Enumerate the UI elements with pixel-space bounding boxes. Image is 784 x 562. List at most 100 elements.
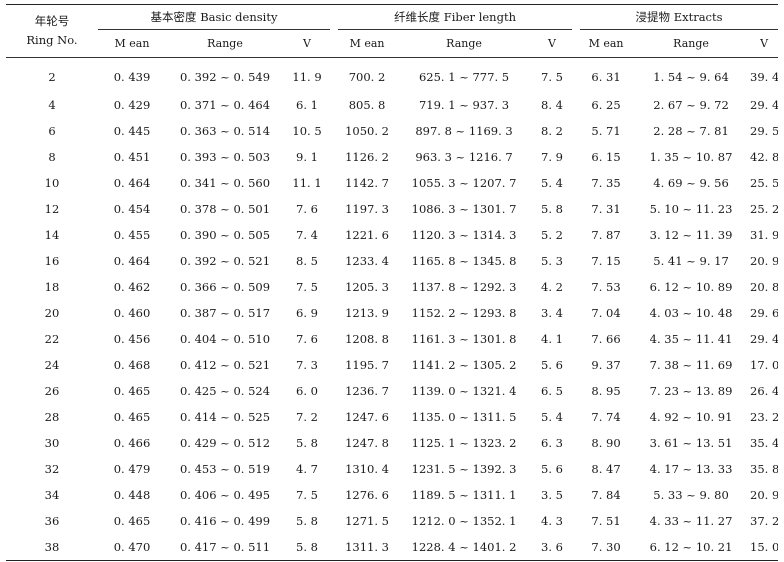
- fl-v-cell: 8. 4: [541, 98, 563, 112]
- table-row: 36 0. 465 0. 416 ~ 0. 499 5. 8 1271. 5 1212. …: [6, 508, 778, 534]
- ex-mean-cell: 7. 15: [591, 254, 621, 268]
- fl-range-cell: 1189. 5 ~ 1311. 1: [411, 488, 517, 502]
- ex-v-cell: 29. 6: [750, 306, 779, 320]
- ex-range-cell: 4. 33 ~ 11. 27: [649, 514, 733, 528]
- ring-header-cn: 年轮号: [34, 14, 70, 28]
- ex-range-cell: 3. 61 ~ 13. 51: [649, 436, 733, 450]
- bd-v-cell: 4. 7: [296, 462, 318, 476]
- fl-v-cell: 5. 4: [541, 176, 563, 190]
- bd-mean-cell: 0. 479: [113, 462, 151, 476]
- table-row: 6 0. 445 0. 363 ~ 0. 514 10. 5 1050. 2 897. 8…: [6, 118, 778, 144]
- ex-mean-cell: 7. 30: [580, 534, 633, 561]
- ex-mean-cell: 7. 66: [591, 332, 621, 346]
- table-row: 30 0. 466 0. 429 ~ 0. 512 5. 8 1247. 8 1125. …: [6, 430, 778, 456]
- ring-cell: 20: [44, 306, 60, 320]
- ex-mean-cell: 7. 31: [591, 202, 621, 216]
- fl-mean-cell: 805. 8: [348, 98, 386, 112]
- bd-v-cell: 7. 4: [296, 228, 318, 242]
- bd-mean-cell: 0. 448: [113, 488, 151, 502]
- ex-range-cell: 6. 12 ~ 10. 89: [649, 280, 733, 294]
- bd-range-cell: 0. 378 ~ 0. 501: [179, 202, 271, 216]
- ex-range-cell: 1. 35 ~ 10. 87: [649, 150, 733, 164]
- table-row: 10 0. 464 0. 341 ~ 0. 560 11. 1 1142. 7 1055.…: [6, 170, 778, 196]
- bd-mean-cell: 0. 468: [113, 358, 151, 372]
- fl-range-cell: 1141. 2 ~ 1305. 2: [411, 358, 517, 372]
- fl-range-cell: 1161. 3 ~ 1301. 8: [411, 332, 517, 346]
- fl-range-cell: 1152. 2 ~ 1293. 8: [411, 306, 517, 320]
- bd-range-cell: 0. 371 ~ 0. 464: [179, 98, 271, 112]
- bd-v-cell: 11. 1: [292, 176, 322, 190]
- fl-range-cell: 1086. 3 ~ 1301. 7: [411, 202, 517, 216]
- ex-v-header: V: [750, 29, 779, 58]
- ring-cell: 6: [48, 124, 56, 138]
- bd-range-cell: 0. 363 ~ 0. 514: [179, 124, 271, 138]
- fl-range-cell: 1231. 5 ~ 1392. 3: [411, 462, 517, 476]
- ring-cell: 16: [44, 254, 60, 268]
- fl-v-cell: 3. 5: [541, 488, 563, 502]
- bd-range-cell: 0. 412 ~ 0. 521: [179, 358, 271, 372]
- bd-mean-cell: 0. 456: [113, 332, 151, 346]
- bd-range-cell: 0. 387 ~ 0. 517: [179, 306, 271, 320]
- fl-mean-cell: 1236. 7: [345, 384, 389, 398]
- table-row: 2 0. 439 0. 392 ~ 0. 549 11. 9 700. 2 625. 1 …: [6, 58, 778, 93]
- bd-v-cell: 5. 8: [284, 534, 331, 561]
- fl-mean-cell: 1310. 4: [345, 462, 389, 476]
- fl-range-cell: 963. 3 ~ 1216. 7: [415, 150, 513, 164]
- ex-v-cell: 20. 9: [750, 254, 779, 268]
- bd-range-cell: 0. 392 ~ 0. 549: [179, 70, 271, 84]
- ring-cell: 18: [44, 280, 60, 294]
- fl-range-cell: 625. 1 ~ 777. 5: [418, 70, 510, 84]
- ex-mean-cell: 7. 04: [591, 306, 621, 320]
- ex-mean-cell: 8. 90: [591, 436, 621, 450]
- bd-mean-cell: 0. 465: [113, 514, 151, 528]
- table-row: 18 0. 462 0. 366 ~ 0. 509 7. 5 1205. 3 1137. …: [6, 274, 778, 300]
- table-row: 16 0. 464 0. 392 ~ 0. 521 8. 5 1233. 4 1165. …: [6, 248, 778, 274]
- ex-v-cell: 17. 0: [750, 358, 779, 372]
- ring-cell: 34: [44, 488, 60, 502]
- fl-v-cell: 5. 4: [541, 410, 563, 424]
- bd-range-cell: 0. 414 ~ 0. 525: [179, 410, 271, 424]
- bd-range-cell: 0. 404 ~ 0. 510: [179, 332, 271, 346]
- fl-range-cell: 1125. 1 ~ 1323. 2: [411, 436, 517, 450]
- ex-range-cell: 7. 23 ~ 13. 89: [649, 384, 733, 398]
- fl-v-cell: 3. 6: [532, 534, 573, 561]
- ex-v-cell: 15. 0: [750, 534, 779, 561]
- ex-v-cell: 25. 5: [750, 176, 779, 190]
- bd-range-cell: 0. 366 ~ 0. 509: [179, 280, 271, 294]
- bd-mean-cell: 0. 470: [98, 534, 166, 561]
- fl-range-cell: 1228. 4 ~ 1401. 2: [396, 534, 533, 561]
- bd-v-cell: 7. 2: [296, 410, 318, 424]
- ring-header: 年轮号 Ring No.: [6, 4, 98, 58]
- ring-cell: 4: [48, 98, 56, 112]
- bd-range-cell: 0. 392 ~ 0. 521: [179, 254, 271, 268]
- bd-mean-cell: 0. 466: [113, 436, 151, 450]
- bd-v-cell: 6. 1: [296, 98, 318, 112]
- fl-range-cell: 1120. 3 ~ 1314. 3: [411, 228, 517, 242]
- fl-mean-cell: 1050. 2: [345, 124, 389, 138]
- table-row: 20 0. 460 0. 387 ~ 0. 517 6. 9 1213. 9 1152. …: [6, 300, 778, 326]
- ex-v-cell: 25. 2: [750, 202, 779, 216]
- ex-range-cell: 5. 33 ~ 9. 80: [653, 488, 729, 502]
- fl-v-cell: 7. 9: [541, 150, 563, 164]
- ring-cell: 8: [48, 150, 56, 164]
- fl-mean-cell: 1311. 3: [338, 534, 397, 561]
- ex-range-cell: 5. 41 ~ 9. 17: [653, 254, 729, 268]
- ring-cell: 28: [44, 410, 60, 424]
- fl-v-cell: 5. 3: [541, 254, 563, 268]
- fl-range-cell: 1212. 0 ~ 1352. 1: [411, 514, 517, 528]
- ex-v-cell: 31. 9: [750, 228, 779, 242]
- ex-range-cell: 4. 92 ~ 10. 91: [649, 410, 733, 424]
- bd-mean-cell: 0. 445: [113, 124, 151, 138]
- bd-mean-cell: 0. 462: [113, 280, 151, 294]
- ex-range-cell: 5. 10 ~ 11. 23: [649, 202, 733, 216]
- bd-mean-cell: 0. 465: [113, 410, 151, 424]
- ex-mean-cell: 8. 95: [591, 384, 621, 398]
- fl-mean-cell: 1197. 3: [345, 202, 389, 216]
- extracts-header: 浸提物 Extracts: [580, 4, 779, 30]
- fl-mean-header: M ean: [338, 29, 397, 58]
- ring-cell: 32: [44, 462, 60, 476]
- table-row: 38 0. 470 0. 417 ~ 0. 511 5. 8 1311. 3 1228. …: [6, 534, 779, 561]
- ex-range-cell: 3. 12 ~ 11. 39: [649, 228, 733, 242]
- fl-range-cell: 1139. 0 ~ 1321. 4: [411, 384, 517, 398]
